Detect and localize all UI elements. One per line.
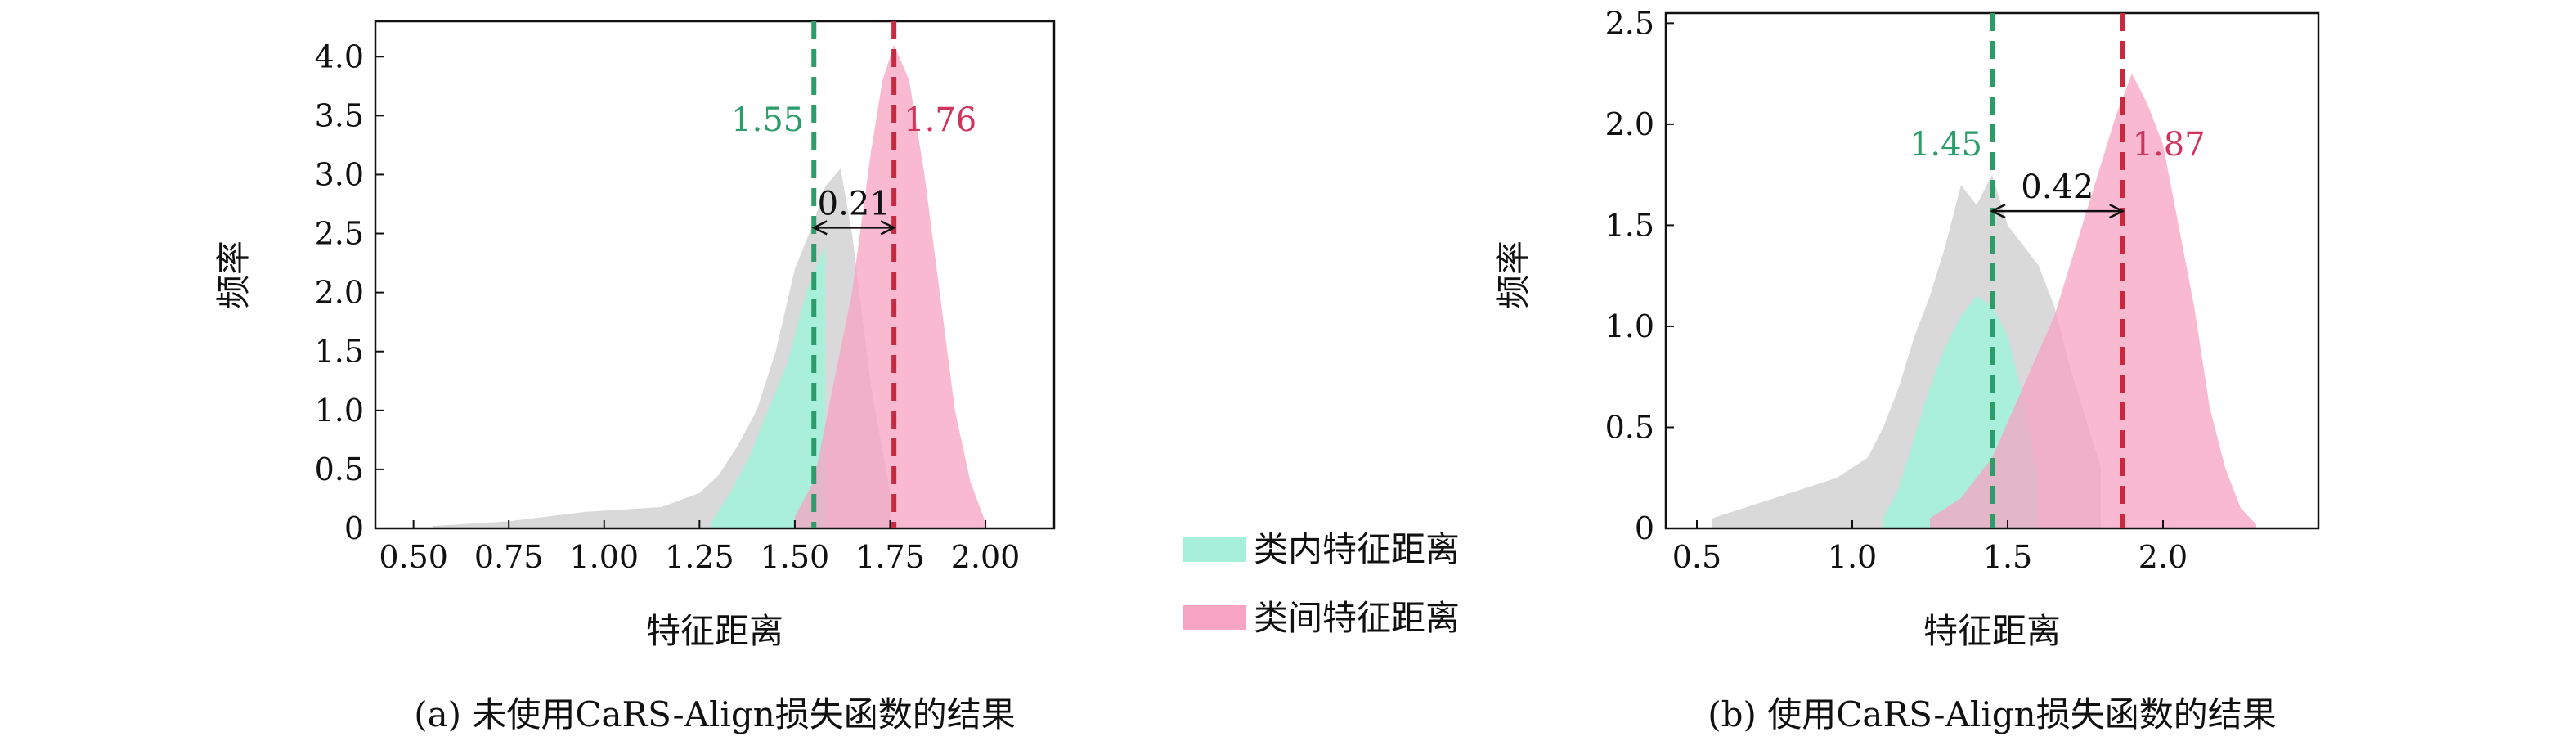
- y-tick-label: 0: [1635, 510, 1654, 546]
- x-axis-label-a: 特征距离: [646, 611, 783, 651]
- y-tick-label: 0.5: [1605, 409, 1654, 445]
- y-tick-label: 4.0: [315, 38, 364, 74]
- intra-distribution-a: [711, 245, 826, 528]
- y-tick-label: 1.0: [1605, 308, 1654, 344]
- vline-layer-b: 1.45 1.87: [1910, 13, 2206, 528]
- x-tick-label: 1.5: [1983, 539, 2032, 575]
- y-tick-label: 1.5: [315, 334, 364, 370]
- x-tick-label: 1.0: [1828, 539, 1877, 575]
- y-axis-label-b: 频率: [1493, 240, 1533, 309]
- x-tick-label: 2.0: [2138, 539, 2188, 575]
- inter-distribution-b: [1930, 74, 2256, 528]
- x-tick-label: 1.25: [665, 539, 734, 575]
- y-tick-label: 3.0: [315, 156, 364, 192]
- series-layer-a: [432, 44, 986, 529]
- intra-mean-label: 1.55: [731, 101, 804, 139]
- y-axis-label-a: 频率: [213, 240, 254, 309]
- legend: 类内特征距离 类间特征距离: [1183, 529, 1460, 638]
- y-tick-label: 2.5: [315, 216, 364, 252]
- y-ticks-b: 0 0.5 1.0 1.5 2.0 2.5: [1605, 5, 1674, 546]
- x-tick-label: 0.50: [379, 539, 448, 575]
- y-tick-label: 2.0: [315, 275, 364, 311]
- diff-arrow-label: 0.21: [818, 185, 891, 222]
- diff-arrow-head-left: [1990, 203, 2006, 219]
- diff-arrow-a: 0.21: [811, 185, 896, 236]
- x-ticks-a: 0.50 0.75 1.00 1.25 1.50 1.75 2.00: [379, 520, 1020, 575]
- legend-swatch-inter: [1183, 605, 1246, 630]
- diff-arrow-head-right: [2109, 203, 2125, 219]
- x-tick-label: 1.75: [855, 539, 925, 575]
- x-ticks-b: 0.5 1.0 1.5 2.0: [1672, 520, 2188, 575]
- diff-arrow-head-right: [880, 220, 896, 236]
- plot-frame-a: [374, 20, 1056, 530]
- x-tick-label: 1.50: [761, 539, 830, 575]
- y-tick-label: 0: [344, 510, 364, 546]
- legend-label-inter: 类间特征距离: [1254, 598, 1460, 638]
- x-tick-label: 2.00: [951, 539, 1021, 575]
- caption-b: (b) 使用CaRS-Align损失函数的结果: [1708, 694, 2276, 734]
- x-axis-label-b: 特征距离: [1923, 611, 2061, 651]
- series-layer-b: [1712, 74, 2256, 528]
- inter-mean-label: 1.87: [2133, 126, 2206, 164]
- y-tick-label: 2.0: [1605, 106, 1654, 142]
- inter-mean-label: 1.76: [904, 101, 976, 139]
- y-tick-label: 3.5: [315, 97, 364, 133]
- y-ticks-a: 0 0.5 1.0 1.5 2.0 2.5 3.0 3.5 4.0: [315, 38, 384, 546]
- legend-swatch-intra: [1183, 537, 1246, 562]
- diff-arrow-b: 0.42: [1990, 168, 2125, 219]
- chart-panel-b: 0.5 1.0 1.5 2.0 0 0.5 1.0 1.5 2.0 2.5 1.45 1.87 0…: [1493, 5, 2320, 734]
- chart-panel-a: 0.50 0.75 1.00 1.25 1.50 1.75 2.00 0 0.5 1.0 1.5 2…: [213, 20, 1056, 734]
- x-tick-label: 1.00: [569, 539, 639, 575]
- vline-layer-a: 1.55 1.76: [731, 21, 976, 528]
- y-tick-label: 2.5: [1605, 5, 1654, 41]
- y-tick-label: 1.0: [315, 393, 364, 429]
- x-tick-label: 0.5: [1672, 539, 1721, 575]
- y-tick-label: 0.5: [315, 451, 364, 487]
- intra-mean-label: 1.45: [1910, 126, 1982, 164]
- inter-distribution-a: [794, 44, 986, 528]
- diff-arrow-label: 0.42: [2021, 168, 2094, 206]
- y-tick-label: 1.5: [1605, 207, 1654, 243]
- caption-a: (a) 未使用CaRS-Align损失函数的结果: [414, 694, 1016, 734]
- diff-arrow-head-left: [811, 220, 828, 236]
- legend-label-intra: 类内特征距离: [1254, 529, 1460, 569]
- x-tick-label: 0.75: [474, 539, 544, 575]
